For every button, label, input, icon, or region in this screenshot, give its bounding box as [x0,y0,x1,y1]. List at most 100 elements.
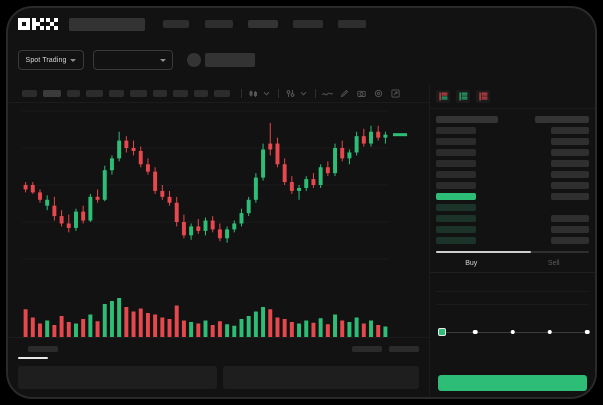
orderbook-row[interactable] [436,158,589,169]
orders-content [18,365,419,389]
orderbook-price-cell [436,204,476,211]
timeframe-button-2[interactable] [43,90,61,97]
order-total-field[interactable] [436,305,589,318]
trading-mode-label: Spot Trading [25,56,67,64]
orderbook-amount-cell [551,160,589,167]
timeframe-button-3[interactable] [67,90,80,97]
draw-pencil-icon[interactable] [338,87,351,100]
chevron-down-icon [70,58,77,62]
trading-mode-dropdown[interactable]: Spot Trading [18,50,84,70]
slider-stop-100[interactable] [584,329,590,334]
orders-panel [8,337,429,397]
orderbook-row[interactable] [436,191,589,202]
orderbook-row[interactable] [436,213,589,224]
orderbook-amount-cell [551,193,589,200]
timeframe-button-8[interactable] [173,90,188,97]
timeframe-button-5[interactable] [109,90,124,97]
orderbook-row[interactable] [436,180,589,191]
toolbar-divider [315,89,316,98]
timeframe-button-9[interactable] [194,90,208,97]
orderbook-price-cell [436,116,498,123]
orderbook-row[interactable] [436,224,589,235]
orderbook-both-icon[interactable] [436,90,450,103]
orderbook-row[interactable] [436,125,589,136]
orders-action-1[interactable] [352,346,382,352]
orderbook-row[interactable] [436,114,589,125]
camera-snapshot-icon[interactable] [355,87,368,100]
orderbook-amount-cell [551,171,589,178]
chevron-down-icon[interactable] [260,87,273,100]
candlestick-chart[interactable] [8,103,429,337]
slider-stop-50[interactable] [510,329,515,334]
fullscreen-icon[interactable] [389,87,402,100]
okx-logo-icon[interactable] [18,17,58,31]
scrollbar-thumb[interactable] [436,251,531,253]
orderbook-price-cell [436,160,476,167]
nav-item-5[interactable] [338,20,366,28]
slider-handle[interactable] [438,328,446,336]
slider-stop-75[interactable] [547,329,552,334]
candlestick-chart-type-icon[interactable] [247,87,260,100]
orderbook-row[interactable] [436,202,589,213]
submit-buy-button[interactable] [438,375,587,391]
tab-order-history[interactable] [28,346,58,352]
timeframe-button-10[interactable] [214,90,230,97]
orderbook-amount-cell [551,182,589,189]
orderbook-price-cell [436,138,476,145]
orderbook-row[interactable] [436,147,589,158]
indicators-icon[interactable] [284,87,297,100]
timeframe-button-7[interactable] [153,90,167,97]
timeframe-button-1[interactable] [22,90,37,97]
order-book-panel: Buy Sell [429,85,595,397]
app-screen: Spot Trading [8,8,595,397]
orderbook-scrollbar[interactable] [436,251,589,253]
orderbook-price-cell [436,171,476,178]
orderbook-price-cell [436,149,476,156]
timeframe-button-6[interactable] [130,90,147,97]
coin-avatar-icon [187,53,201,67]
chevron-down-icon[interactable] [297,87,310,100]
nav-item-4[interactable] [293,20,323,28]
orderbook-amount-cell [551,127,589,134]
chart-toolbar [8,85,429,103]
orders-panel-actions [352,346,419,352]
orderbook-amount-cell [535,116,589,123]
line-study-icon[interactable] [321,87,334,100]
orderbook-asks-icon[interactable] [476,90,490,103]
orderbook-row[interactable] [436,136,589,147]
order-form-fields [430,273,595,318]
orderbook-price-cell [436,127,476,134]
settings-gear-icon[interactable] [372,87,385,100]
orderbook-price-cell [436,215,476,222]
orderbook-price-cell [436,182,476,189]
nav-item-1[interactable] [163,20,189,28]
nav-item-3[interactable] [248,20,278,28]
slider-stop-25[interactable] [473,329,478,334]
order-amount-field[interactable] [436,292,589,305]
orderbook-view-toggles [430,85,595,109]
orderbook-rows [430,109,595,246]
orders-card-2[interactable] [223,365,419,389]
orderbook-amount-cell [551,237,589,244]
tab-buy[interactable]: Buy [465,260,478,267]
percent-slider[interactable] [438,328,590,337]
orderbook-price-cell [436,237,476,244]
orderbook-price-cell [436,226,476,233]
orders-action-2[interactable] [389,346,419,352]
orderbook-amount-cell [551,215,589,222]
orderbook-amount-cell [551,149,589,156]
order-price-field[interactable] [436,279,589,292]
top-navigation-bar [8,8,595,40]
orderbook-row[interactable] [436,235,589,246]
device-frame: Spot Trading [6,6,597,399]
orders-card-1[interactable] [18,365,217,389]
timeframe-button-4[interactable] [86,90,103,97]
orderbook-row[interactable] [436,169,589,180]
toolbar-divider [241,89,242,98]
search-input[interactable] [69,17,145,31]
nav-item-2[interactable] [205,20,233,28]
orderbook-bids-icon[interactable] [456,90,470,103]
pair-selector-dropdown[interactable] [93,50,173,70]
tab-sell[interactable]: Sell [547,260,560,267]
orderbook-amount-cell [551,226,589,233]
